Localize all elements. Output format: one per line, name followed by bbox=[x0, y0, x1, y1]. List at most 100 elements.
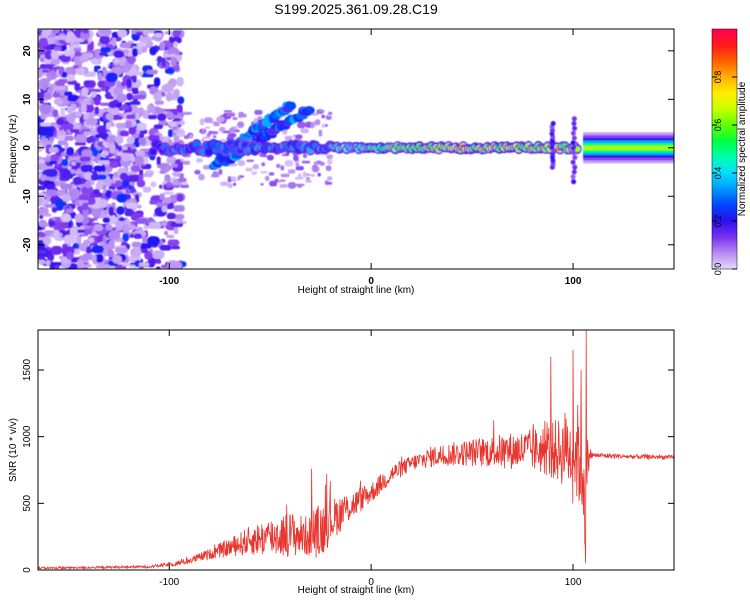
spectrogram-cell bbox=[43, 92, 53, 100]
spectrogram-cell bbox=[319, 161, 325, 166]
spectrogram-cell bbox=[161, 220, 168, 227]
snr-frame bbox=[37, 329, 675, 571]
spectrogram-cell bbox=[328, 112, 333, 115]
spectrogram-cell bbox=[159, 244, 172, 251]
spectrogram-cell bbox=[169, 37, 182, 44]
tick-label: 500 bbox=[22, 495, 33, 512]
spectrogram-cell bbox=[136, 42, 147, 47]
spectrogram-cell bbox=[47, 184, 56, 188]
spectrogram-cell bbox=[66, 147, 74, 156]
spectrogram-cell bbox=[62, 194, 71, 202]
spectrogram-cell bbox=[232, 117, 238, 120]
spectrogram-cell bbox=[126, 136, 135, 145]
spectrogram-cell bbox=[75, 134, 87, 143]
spectrogram-cell bbox=[166, 156, 177, 165]
spectrogram-cell bbox=[126, 78, 132, 89]
spectrogram-cell bbox=[81, 87, 88, 97]
spectrogram-cell bbox=[53, 46, 62, 51]
spectrogram-cell bbox=[39, 64, 53, 70]
tick-label: 10 bbox=[22, 93, 33, 105]
spectrogram-cell bbox=[202, 136, 211, 139]
spectrogram-cell bbox=[94, 224, 104, 231]
spectrogram-heatmap bbox=[38, 29, 674, 269]
spectrogram-cell bbox=[571, 169, 577, 175]
spectrogram-cell bbox=[144, 251, 153, 260]
spectrogram-cell bbox=[572, 125, 578, 131]
spectrogram-cell bbox=[571, 135, 577, 141]
spectrogram-cell bbox=[103, 150, 109, 156]
spectrogram-cell bbox=[56, 118, 65, 126]
spectrogram-cell bbox=[86, 246, 91, 254]
spectrogram-cell bbox=[81, 186, 94, 195]
colorbar: 0.0 0.2 0.4 0.6 0.8 Normalized spectral ampl… bbox=[711, 28, 748, 275]
spectrogram-cell bbox=[171, 163, 178, 168]
spectrogram-cell bbox=[76, 67, 86, 76]
spectrogram-cell bbox=[83, 171, 94, 180]
spectrogram-cell bbox=[108, 214, 117, 225]
spectrogram-cell bbox=[131, 165, 141, 172]
spectrogram-cell bbox=[109, 161, 119, 168]
spectrogram-cell bbox=[70, 161, 77, 166]
spectrogram-cell bbox=[570, 140, 576, 146]
figure-title: S199.2025.361.09.28.C19 bbox=[274, 1, 438, 17]
spectrogram-y-ticks: -20 -10 0 10 20 bbox=[22, 45, 674, 252]
spectrogram-cell bbox=[570, 159, 576, 165]
spectrogram-cell bbox=[51, 57, 61, 65]
spectrogram-cell bbox=[38, 259, 46, 265]
spectrogram-cell bbox=[138, 266, 144, 269]
spectrogram-cell bbox=[327, 176, 333, 181]
spectrogram-cell bbox=[81, 149, 93, 158]
spectrogram-cell bbox=[138, 137, 147, 146]
spectrogram-cell bbox=[305, 180, 312, 183]
spectrogram-cell bbox=[177, 112, 184, 116]
spectrogram-cell bbox=[122, 233, 129, 242]
spectrogram-cell bbox=[135, 218, 149, 224]
spectrogram-cell bbox=[57, 140, 68, 146]
spectrogram-cell bbox=[317, 160, 321, 164]
spectrogram-cell bbox=[53, 229, 60, 240]
spectrogram-cell bbox=[310, 173, 315, 177]
spectrogram-cell bbox=[280, 173, 290, 178]
spectrogram-cell bbox=[126, 56, 136, 64]
colorbar-ticks: 0.0 0.2 0.4 0.6 0.8 bbox=[712, 71, 737, 275]
spectrogram-cell bbox=[103, 209, 110, 215]
spectrogram-cell bbox=[176, 76, 184, 87]
spectrogram-cell bbox=[571, 145, 577, 151]
spectrogram-cell bbox=[226, 112, 236, 117]
spectrogram-cell bbox=[79, 55, 89, 62]
spectrogram-cell bbox=[132, 94, 146, 99]
spectrogram-cell bbox=[113, 50, 124, 58]
spectrogram-cell bbox=[38, 142, 44, 153]
spectrogram-cell bbox=[53, 98, 63, 105]
spectrogram-cell bbox=[189, 134, 193, 139]
spectrogram-cell bbox=[72, 176, 83, 185]
tick-label: 1500 bbox=[22, 358, 33, 381]
spectrogram-cell bbox=[302, 153, 308, 159]
spectrogram-cell bbox=[102, 235, 107, 243]
spectrogram-cell bbox=[80, 164, 94, 172]
spectrogram-cell bbox=[100, 102, 110, 106]
tick-label: -20 bbox=[22, 237, 33, 252]
spectrogram-cell bbox=[180, 184, 189, 188]
spectrogram-cell bbox=[148, 221, 162, 230]
tick-label: 0 bbox=[368, 276, 374, 287]
spectrogram-cell bbox=[125, 120, 132, 129]
spectrogram-cell bbox=[241, 113, 247, 118]
spectrogram-cell bbox=[148, 114, 157, 120]
spectrogram-cell bbox=[156, 156, 161, 165]
spectrogram-cell bbox=[228, 127, 235, 133]
spectrogram-cell bbox=[276, 163, 281, 169]
spectrogram-cell bbox=[269, 180, 278, 187]
spectrogram-cell bbox=[165, 94, 173, 102]
spectrogram-cell bbox=[60, 213, 72, 223]
spectrogram-cell bbox=[85, 118, 98, 126]
spectrogram-cell bbox=[172, 31, 179, 38]
spectrogram-cell bbox=[173, 41, 178, 48]
spectrogram-cell bbox=[38, 163, 48, 171]
spectrogram-cell bbox=[177, 96, 185, 105]
spectrogram-cell bbox=[293, 154, 299, 161]
spectrogram-cell bbox=[220, 181, 229, 186]
spectrogram-cell bbox=[105, 190, 113, 199]
spectrogram-cell bbox=[251, 171, 257, 175]
spectrogram-cell bbox=[54, 35, 67, 40]
